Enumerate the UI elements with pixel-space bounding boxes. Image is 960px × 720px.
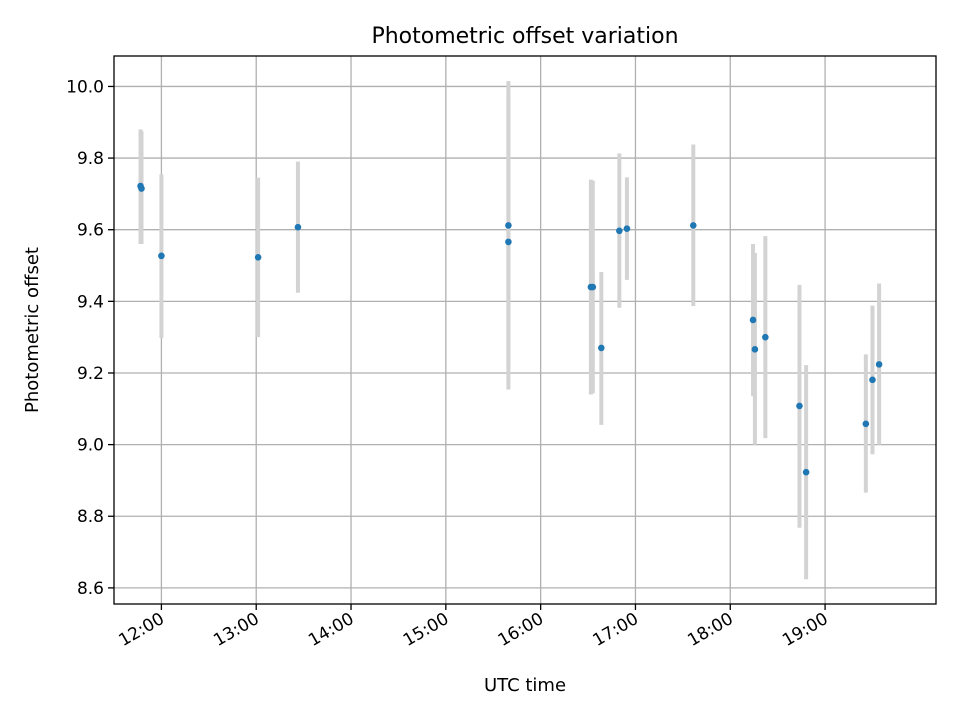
- y-tick-label: 9.6: [77, 221, 104, 241]
- data-point: [796, 402, 803, 410]
- data-point: [869, 376, 876, 384]
- y-tick-label: 9.4: [77, 292, 104, 312]
- y-tick-label: 9.2: [77, 364, 104, 384]
- y-tick-label: 8.8: [77, 507, 104, 527]
- y-tick-label: 10.0: [66, 77, 104, 97]
- data-point: [802, 468, 810, 476]
- data-point: [689, 222, 697, 229]
- data-point: [598, 344, 605, 352]
- data-point: [254, 253, 262, 261]
- data-point: [862, 420, 870, 428]
- point-layer: [137, 182, 883, 476]
- data-point: [138, 185, 145, 192]
- data-point: [505, 238, 512, 246]
- y-tick-label: 9.8: [77, 149, 104, 169]
- plot-frame: [113, 55, 937, 605]
- data-point: [616, 227, 623, 235]
- y-tick-label: 8.6: [77, 579, 104, 599]
- data-point: [749, 316, 757, 324]
- data-point: [589, 283, 597, 291]
- data-point: [294, 223, 302, 231]
- data-point: [751, 346, 759, 353]
- chart-title: Photometric offset variation: [371, 24, 678, 49]
- y-tick-label: 9.0: [77, 436, 104, 456]
- data-point: [623, 225, 631, 232]
- data-point: [762, 333, 769, 341]
- data-point: [875, 361, 883, 368]
- x-axis-label: UTC time: [484, 675, 566, 696]
- y-axis-label: Photometric offset: [22, 247, 43, 413]
- data-point: [158, 252, 165, 260]
- data-point: [505, 222, 512, 229]
